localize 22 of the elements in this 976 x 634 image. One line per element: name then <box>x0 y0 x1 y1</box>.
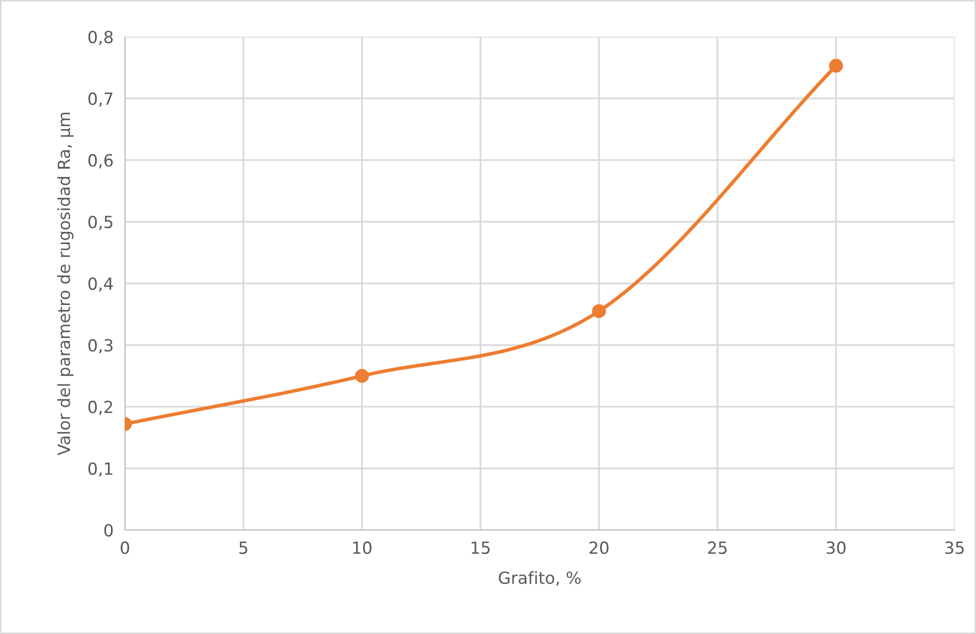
y-tick-label: 0,8 <box>88 30 113 46</box>
point <box>829 58 843 73</box>
y-tick-label: 0,1 <box>88 462 112 477</box>
x-axis-title: Grafito, % <box>498 571 581 586</box>
x-tick-label: 15 <box>472 542 490 554</box>
y-tick-label: 0,7 <box>88 92 112 107</box>
x-tick-label: 35 <box>945 541 964 554</box>
y-tick-label: 0,6 <box>88 154 113 168</box>
x-tick-label: 0 <box>120 541 130 554</box>
y-tick-label: 0,4 <box>88 277 113 292</box>
y-tick-label: 0,2 <box>88 400 112 415</box>
x-tick-label: 25 <box>708 541 727 554</box>
y-tick-label: 0,5 <box>88 216 112 230</box>
x-tick-label: 10 <box>353 541 372 554</box>
y-tick-label: 0 <box>104 524 113 537</box>
x-tick-label: 20 <box>590 541 608 554</box>
point <box>355 368 369 383</box>
x-tick-label: 30 <box>826 541 846 554</box>
y-tick-label: 0,3 <box>88 339 112 354</box>
x-tick-label: 5 <box>239 542 248 554</box>
point <box>592 304 606 318</box>
y-axis-title: Valor del parametro de rugosidad Ra, µm <box>57 112 74 456</box>
